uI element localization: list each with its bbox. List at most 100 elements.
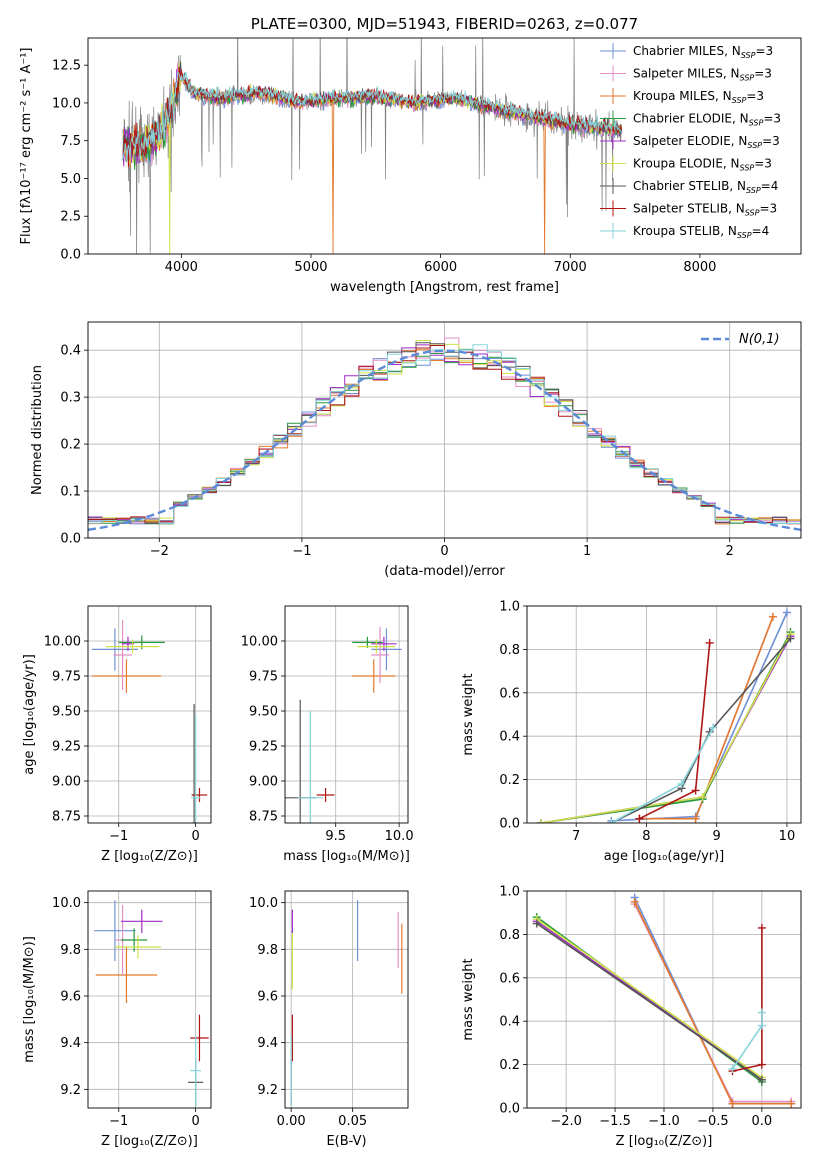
x-axis-label: E(B-V) [326, 1134, 366, 1149]
data-point [786, 634, 795, 643]
x-tick-label: 5000 [294, 260, 327, 275]
axes-frame [526, 890, 802, 1109]
residual-histogram-kroupa-stelib [88, 344, 801, 525]
y-tick-label: 0.4 [499, 1015, 520, 1030]
data-point [757, 923, 766, 932]
y-tick-label: 0.6 [499, 971, 520, 986]
x-tick-label: 7000 [554, 260, 587, 275]
y-tick-label: 0.2 [499, 1058, 520, 1073]
y-tick-label: 9.50 [52, 705, 81, 720]
y-tick-label: 1.0 [499, 885, 520, 900]
legend-entry: Chabrier ELODIE, NSSP=3 [633, 112, 781, 128]
age-vs-mass-panel: 9.5 10.0 8.75 9.00 9.25 9.50 9.75 10.00 mass [lo… [241, 605, 414, 864]
x-tick-label: 10 [779, 829, 796, 844]
x-axis-label: mass [log₁₀(M/M⊙)] [283, 849, 410, 864]
legend-entry: Salpeter STELIB, NSSP=3 [633, 202, 777, 218]
age-vs-Z-plot-area [88, 606, 211, 823]
axes-frame [284, 890, 409, 1109]
y-tick-label: 0.2 [60, 438, 81, 453]
y-tick-label: 0.0 [499, 817, 520, 832]
model-spectrum-salpeter-miles [122, 62, 623, 167]
x-tick-label: 0 [440, 544, 448, 559]
y-tick-label: 9.4 [60, 1036, 81, 1051]
legend-entry: Salpeter MILES, NSSP=3 [633, 67, 772, 83]
spectrum-legend: Chabrier MILES, NSSP=3 Salpeter MILES, NS… [600, 43, 781, 240]
model-spectrum-kroupa-stelib [122, 71, 622, 161]
residuals-panel: −2 −1 0 1 2 0.0 0.1 0.2 0.3 0.4 (data-model)/error… [30, 321, 802, 579]
series-line-salpeter-miles [639, 616, 774, 820]
x-tick-label: −1 [109, 1114, 128, 1129]
x-axis-label: Z [log₁₀(Z/Z⊙)] [616, 1134, 713, 1149]
y-tick-label: 9.25 [52, 740, 81, 755]
data-point [698, 792, 707, 801]
series-line-kroupa-elodie [540, 633, 792, 823]
data-point [757, 1008, 766, 1017]
x-tick-label: 0 [191, 1114, 199, 1129]
legend-entry: Salpeter ELODIE, NSSP=3 [633, 134, 780, 150]
axes-frame [526, 605, 802, 824]
x-tick-label: −2 [150, 544, 169, 559]
axes-frame [87, 37, 802, 255]
x-tick-label: 8 [642, 829, 650, 844]
y-tick-label: 0.0 [60, 532, 81, 547]
chart-title: PLATE=0300, MJD=51943, FIBERID=0263, z=0… [251, 15, 638, 33]
data-point [757, 1060, 766, 1069]
series-line-chabrier-elodie [540, 631, 792, 823]
y-axis-label: age [log₁₀(age/yr)] [22, 654, 37, 775]
mass-vs-Z-panel: −1 0 9.2 9.4 9.6 9.8 10.0 Z [log₁₀(Z/Z⊙)] mass [… [22, 890, 212, 1149]
axes-frame [87, 890, 212, 1109]
y-tick-label: 0.0 [499, 1102, 520, 1117]
x-tick-label: 6000 [424, 260, 457, 275]
y-tick-label: 0.8 [499, 643, 520, 658]
observed-spectrum [122, 38, 623, 254]
y-tick-label: 9.4 [257, 1036, 278, 1051]
y-tick-label: 9.50 [249, 705, 278, 720]
x-axis-label: wavelength [Angstrom, rest frame] [330, 280, 559, 295]
data-point [768, 612, 777, 621]
figure-panels: 4000 5000 6000 7000 80000.02.55.07.510.012.5… [19, 15, 802, 1149]
series-line-salpeter-elodie [540, 636, 792, 823]
residual-histogram-salpeter-elodie [88, 344, 801, 524]
x-tick-label: −0.5 [697, 1114, 729, 1129]
y-tick-label: 2.5 [60, 210, 81, 225]
legend-entry: Chabrier STELIB, NSSP=4 [633, 179, 778, 195]
x-tick-label: 2 [726, 544, 734, 559]
y-tick-label: 5.0 [60, 172, 81, 187]
y-axis-label: Normed distribution [30, 365, 45, 495]
data-point [705, 638, 714, 647]
legend-entry: Kroupa ELODIE, NSSP=3 [633, 157, 772, 173]
y-tick-label: 9.00 [52, 775, 81, 790]
x-tick-label: 9.5 [325, 829, 346, 844]
x-axis-label: Z [log₁₀(Z/Z⊙)] [101, 849, 198, 864]
legend-entry: Chabrier MILES, NSSP=3 [633, 44, 773, 60]
y-tick-label: 0.8 [499, 928, 520, 943]
axes-frame [87, 321, 802, 539]
y-tick-label: 0.4 [60, 344, 81, 359]
y-tick-label: 0.1 [60, 485, 81, 500]
y-tick-label: 9.8 [60, 943, 81, 958]
data-point [691, 814, 700, 823]
y-tick-label: 12.5 [52, 59, 81, 74]
series-line-kroupa-elodie [536, 918, 763, 1079]
series-line-kroupa-miles [639, 616, 774, 820]
legend-entry: Kroupa STELIB, NSSP=4 [633, 224, 769, 240]
x-tick-label: 7 [572, 829, 580, 844]
x-tick-label: −1.0 [648, 1114, 680, 1129]
y-tick-label: 10.0 [52, 896, 81, 911]
y-axis-label: mass [log₁₀(M/M⊙)] [22, 936, 37, 1063]
mass-weight-vs-age-plot-area [527, 606, 801, 823]
y-tick-label: 0.6 [499, 686, 520, 701]
legend-entry: N(0,1) [739, 332, 780, 347]
series-line-salpeter-stelib [732, 927, 763, 1072]
data-point [728, 1064, 737, 1073]
data-point [630, 897, 639, 906]
age-vs-mass-plot-area [285, 606, 408, 823]
data-point [757, 1021, 766, 1030]
x-tick-label: −2.0 [550, 1114, 582, 1129]
legend-entry: Kroupa MILES, NSSP=3 [633, 89, 764, 105]
spectrum-panel: 4000 5000 6000 7000 8000 0.0 2.5 5.0 7.5 10.0 12.5… [19, 15, 802, 295]
y-tick-label: 0.4 [499, 730, 520, 745]
x-tick-label: 0.00 [277, 1114, 306, 1129]
y-tick-label: 10.0 [52, 96, 81, 111]
y-tick-label: 9.75 [52, 670, 81, 685]
